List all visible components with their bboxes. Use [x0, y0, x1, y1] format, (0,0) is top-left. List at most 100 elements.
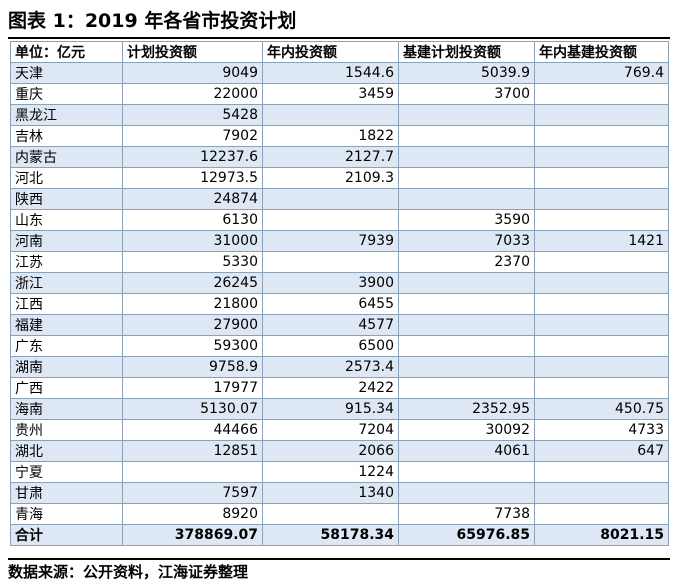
- infra-planned-cell: [398, 377, 535, 399]
- infra-annual-cell: 647: [534, 440, 669, 462]
- total-infra-annual-cell: 8021.15: [534, 524, 669, 546]
- planned-investment-cell: 12851: [122, 440, 263, 462]
- annual-investment-cell: [262, 503, 399, 525]
- infra-planned-cell: 2352.95: [398, 398, 535, 420]
- province-name-cell: 贵州: [10, 419, 123, 441]
- annual-investment-cell: 7939: [262, 230, 399, 252]
- province-name-cell: 浙江: [10, 272, 123, 294]
- infra-annual-cell: [534, 83, 669, 105]
- table-row: 吉林 7902 1822: [10, 125, 669, 147]
- infra-planned-cell: [398, 356, 535, 378]
- annual-investment-cell: 2573.4: [262, 356, 399, 378]
- table-row: 内蒙古 12237.6 2127.7: [10, 146, 669, 168]
- infra-planned-cell: [398, 125, 535, 147]
- infra-annual-cell: [534, 188, 669, 210]
- infra-annual-cell: [534, 503, 669, 525]
- province-name-cell: 重庆: [10, 83, 123, 105]
- annual-investment-cell: 1224: [262, 461, 399, 483]
- table-row: 江西 21800 6455: [10, 293, 669, 315]
- infra-annual-cell: [534, 377, 669, 399]
- province-name-cell: 青海: [10, 503, 123, 525]
- planned-investment-cell: 9049: [122, 62, 263, 84]
- planned-investment-cell: 6130: [122, 209, 263, 231]
- table-row: 青海 8920 7738: [10, 503, 669, 525]
- annual-investment-cell: 1544.6: [262, 62, 399, 84]
- table-row: 海南 5130.07 915.34 2352.95 450.75: [10, 398, 669, 420]
- planned-investment-cell: 7902: [122, 125, 263, 147]
- header-annual-investment: 年内投资额: [262, 41, 399, 63]
- table-header-row: 单位：亿元 计划投资额 年内投资额 基建计划投资额 年内基建投资额: [10, 41, 669, 63]
- planned-investment-cell: 5428: [122, 104, 263, 126]
- top-rule: [8, 37, 670, 39]
- infra-planned-cell: [398, 146, 535, 168]
- table-row: 湖南 9758.9 2573.4: [10, 356, 669, 378]
- total-infra-planned-cell: 65976.85: [398, 524, 535, 546]
- annual-investment-cell: 4577: [262, 314, 399, 336]
- table-row: 福建 27900 4577: [10, 314, 669, 336]
- annual-investment-cell: 6455: [262, 293, 399, 315]
- infra-annual-cell: [534, 104, 669, 126]
- infra-annual-cell: [534, 167, 669, 189]
- infra-annual-cell: [534, 272, 669, 294]
- header-infra-annual: 年内基建投资额: [534, 41, 669, 63]
- table-row: 甘肃 7597 1340: [10, 482, 669, 504]
- planned-investment-cell: 17977: [122, 377, 263, 399]
- figure-title: 图表 1：2019 年各省市投资计划: [8, 10, 297, 32]
- planned-investment-cell: 8920: [122, 503, 263, 525]
- province-name-cell: 山东: [10, 209, 123, 231]
- infra-planned-cell: [398, 188, 535, 210]
- header-unit: 单位：亿元: [10, 41, 123, 63]
- annual-investment-cell: 1822: [262, 125, 399, 147]
- total-annual-investment-cell: 58178.34: [262, 524, 399, 546]
- planned-investment-cell: 31000: [122, 230, 263, 252]
- annual-investment-cell: 2422: [262, 377, 399, 399]
- infra-planned-cell: [398, 461, 535, 483]
- planned-investment-cell: 21800: [122, 293, 263, 315]
- infra-planned-cell: 3590: [398, 209, 535, 231]
- table-row: 浙江 26245 3900: [10, 272, 669, 294]
- infra-annual-cell: [534, 314, 669, 336]
- table-row: 重庆 22000 3459 3700: [10, 83, 669, 105]
- infra-planned-cell: 7033: [398, 230, 535, 252]
- table-body: 天津 9049 1544.6 5039.9 769.4 重庆 22000 3459 3700 黑龙…: [10, 62, 669, 546]
- planned-investment-cell: 59300: [122, 335, 263, 357]
- annual-investment-cell: 2127.7: [262, 146, 399, 168]
- infra-planned-cell: 7738: [398, 503, 535, 525]
- infra-annual-cell: [534, 125, 669, 147]
- table-row: 湖北 12851 2066 4061 647: [10, 440, 669, 462]
- infra-planned-cell: 2370: [398, 251, 535, 273]
- annual-investment-cell: [262, 209, 399, 231]
- annual-investment-cell: 3900: [262, 272, 399, 294]
- planned-investment-cell: 22000: [122, 83, 263, 105]
- planned-investment-cell: [122, 461, 263, 483]
- infra-annual-cell: [534, 209, 669, 231]
- province-name-cell: 内蒙古: [10, 146, 123, 168]
- table-row: 河南 31000 7939 7033 1421: [10, 230, 669, 252]
- total-row: 合计 378869.07 58178.34 65976.85 8021.15: [10, 524, 669, 546]
- annual-investment-cell: [262, 251, 399, 273]
- total-province-name-cell: 合计: [10, 524, 123, 546]
- infra-annual-cell: [534, 251, 669, 273]
- infra-annual-cell: 450.75: [534, 398, 669, 420]
- header-infra-planned: 基建计划投资额: [398, 41, 535, 63]
- infra-annual-cell: [534, 356, 669, 378]
- planned-investment-cell: 5130.07: [122, 398, 263, 420]
- annual-investment-cell: 1340: [262, 482, 399, 504]
- table-row: 宁夏 1224: [10, 461, 669, 483]
- table-row: 广东 59300 6500: [10, 335, 669, 357]
- annual-investment-cell: [262, 104, 399, 126]
- planned-investment-cell: 12973.5: [122, 167, 263, 189]
- infra-planned-cell: [398, 104, 535, 126]
- province-name-cell: 湖北: [10, 440, 123, 462]
- planned-investment-cell: 26245: [122, 272, 263, 294]
- infra-annual-cell: [534, 146, 669, 168]
- infra-planned-cell: [398, 293, 535, 315]
- annual-investment-cell: 7204: [262, 419, 399, 441]
- province-name-cell: 广东: [10, 335, 123, 357]
- planned-investment-cell: 12237.6: [122, 146, 263, 168]
- province-name-cell: 湖南: [10, 356, 123, 378]
- province-name-cell: 广西: [10, 377, 123, 399]
- bottom-rule: [8, 558, 670, 560]
- table-row: 广西 17977 2422: [10, 377, 669, 399]
- province-name-cell: 吉林: [10, 125, 123, 147]
